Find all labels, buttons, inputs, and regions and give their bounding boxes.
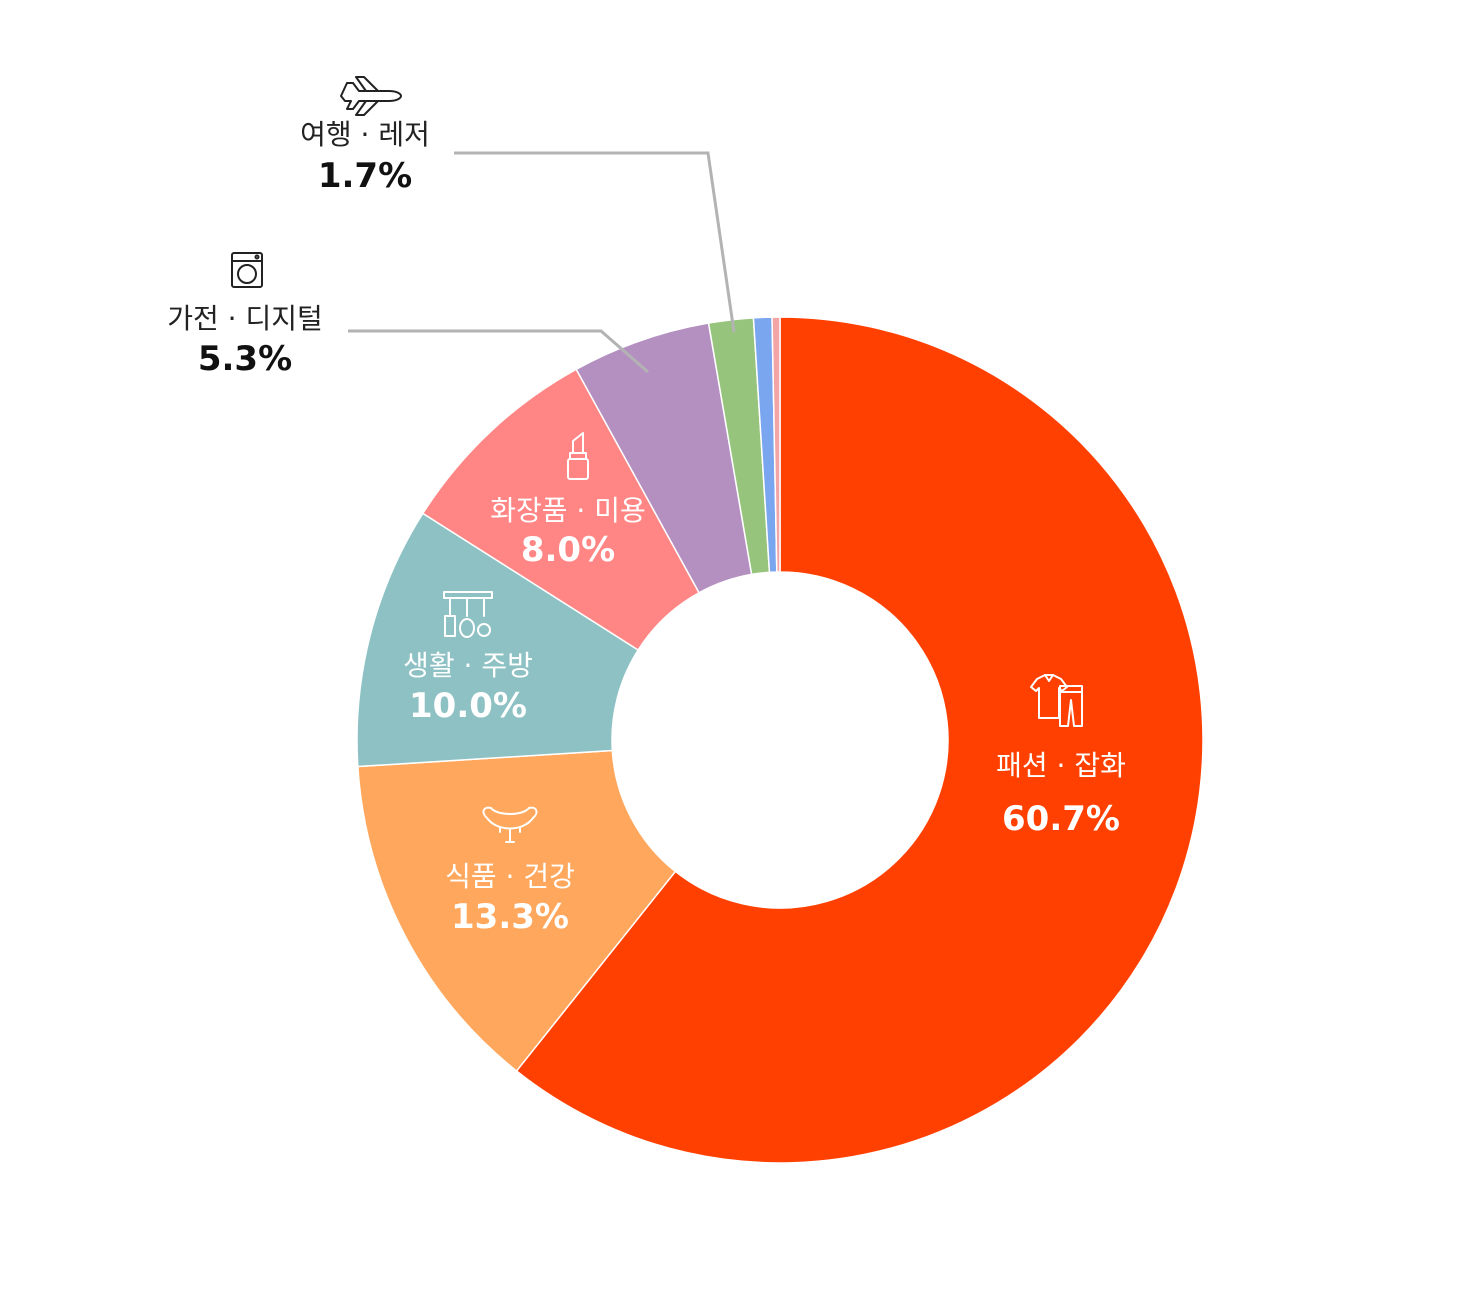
donut-slice-0 [515, 316, 1204, 1164]
donut-slice-1 [357, 749, 677, 1073]
slices-group [356, 316, 1204, 1164]
leader-line-travel [454, 151, 736, 333]
slice-label-living: 생활 · 주방 10.0% [403, 591, 533, 726]
slice-label-digital: 가전 · 디지털 5.3% [167, 252, 323, 379]
slice-name-fashion: 패션 · 잡화 [996, 749, 1126, 782]
sausage-icon [482, 806, 538, 843]
washing-machine-icon [231, 252, 263, 288]
kitchen-utensils-icon [443, 591, 493, 638]
lipstick-icon [567, 432, 589, 480]
slice-label-travel: 여행 · 레저 1.7% [300, 76, 430, 196]
slice-label-fashion: 패션 · 잡화 60.7% [996, 674, 1126, 839]
slice-label-food: 식품 · 건강 13.3% [445, 806, 575, 937]
slice-name-cosmetics: 화장품 · 미용 [490, 494, 646, 527]
slice-name-travel: 여행 · 레저 [300, 118, 430, 151]
slice-value-fashion: 60.7% [1002, 799, 1120, 839]
leader-line-digital [348, 329, 649, 374]
airplane-icon [340, 76, 402, 116]
slice-name-digital: 가전 · 디지털 [167, 302, 323, 335]
clothing-icon [1030, 674, 1083, 727]
slice-value-travel: 1.7% [318, 156, 412, 196]
slice-name-food: 식품 · 건강 [445, 860, 575, 893]
slice-label-cosmetics: 화장품 · 미용 8.0% [490, 432, 646, 570]
slice-value-digital: 5.3% [198, 339, 292, 379]
slice-value-cosmetics: 8.0% [521, 530, 615, 570]
donut-slice-7 [771, 316, 781, 573]
slice-value-food: 13.3% [451, 897, 569, 937]
donut-slice-2 [356, 512, 640, 768]
donut-slice-3 [421, 368, 701, 652]
slice-name-living: 생활 · 주방 [403, 649, 533, 682]
slice-value-living: 10.0% [409, 686, 527, 726]
